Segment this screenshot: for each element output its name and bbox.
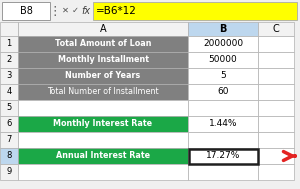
Text: B: B bbox=[219, 24, 227, 34]
Bar bbox=[0, 52, 18, 68]
Bar bbox=[188, 164, 258, 180]
Text: ⋮: ⋮ bbox=[49, 5, 61, 18]
Text: =B6*12: =B6*12 bbox=[96, 6, 137, 16]
Bar bbox=[0, 0, 300, 22]
Text: 5: 5 bbox=[220, 71, 226, 81]
Bar bbox=[0, 22, 18, 36]
Bar bbox=[188, 22, 258, 36]
Bar bbox=[0, 84, 18, 100]
Text: 4: 4 bbox=[6, 88, 12, 97]
Bar bbox=[188, 68, 258, 84]
Text: 1: 1 bbox=[6, 40, 12, 49]
Bar bbox=[258, 68, 294, 84]
Bar bbox=[18, 148, 188, 164]
Text: 5: 5 bbox=[6, 104, 12, 112]
Text: C: C bbox=[273, 24, 279, 34]
Text: Annual Interest Rate: Annual Interest Rate bbox=[56, 152, 150, 160]
Text: B8: B8 bbox=[20, 6, 32, 16]
Bar bbox=[258, 100, 294, 116]
Bar bbox=[0, 132, 18, 148]
Bar bbox=[0, 116, 18, 132]
Bar bbox=[0, 148, 18, 164]
Bar bbox=[18, 132, 188, 148]
Bar bbox=[18, 84, 188, 100]
Bar bbox=[18, 22, 188, 36]
Bar bbox=[188, 116, 258, 132]
Bar bbox=[258, 52, 294, 68]
Text: ✓: ✓ bbox=[71, 6, 79, 15]
Text: 17.27%: 17.27% bbox=[206, 152, 240, 160]
Bar bbox=[258, 116, 294, 132]
Bar bbox=[258, 132, 294, 148]
Text: Total Number of Installment: Total Number of Installment bbox=[47, 88, 159, 97]
Text: Number of Years: Number of Years bbox=[65, 71, 141, 81]
Text: 2: 2 bbox=[6, 56, 12, 64]
Bar bbox=[18, 52, 188, 68]
Text: 6: 6 bbox=[6, 119, 12, 129]
Text: 3: 3 bbox=[6, 71, 12, 81]
Text: 50000: 50000 bbox=[208, 56, 237, 64]
Text: 2000000: 2000000 bbox=[203, 40, 243, 49]
Text: Total Amount of Loan: Total Amount of Loan bbox=[55, 40, 151, 49]
Bar bbox=[2, 2, 50, 20]
Bar bbox=[258, 164, 294, 180]
Text: 7: 7 bbox=[6, 136, 12, 145]
Bar bbox=[188, 100, 258, 116]
Text: 9: 9 bbox=[6, 167, 12, 177]
Bar bbox=[18, 68, 188, 84]
Bar bbox=[0, 68, 18, 84]
Bar bbox=[18, 36, 188, 52]
Bar bbox=[188, 36, 258, 52]
Bar bbox=[258, 36, 294, 52]
Text: Monthly Installment: Monthly Installment bbox=[58, 56, 148, 64]
Bar bbox=[188, 132, 258, 148]
Text: ✕: ✕ bbox=[61, 6, 68, 15]
Bar bbox=[0, 164, 18, 180]
Bar bbox=[188, 148, 258, 164]
Bar bbox=[188, 84, 258, 100]
Bar bbox=[93, 2, 297, 20]
Bar bbox=[18, 100, 188, 116]
Bar bbox=[188, 149, 257, 163]
Bar bbox=[188, 52, 258, 68]
Bar bbox=[0, 36, 18, 52]
Text: 1.44%: 1.44% bbox=[209, 119, 237, 129]
Bar bbox=[258, 84, 294, 100]
Bar bbox=[0, 100, 18, 116]
Text: Monthly Interest Rate: Monthly Interest Rate bbox=[53, 119, 153, 129]
Bar bbox=[258, 22, 294, 36]
Bar bbox=[18, 164, 188, 180]
Text: 60: 60 bbox=[217, 88, 229, 97]
Text: 8: 8 bbox=[6, 152, 12, 160]
Bar bbox=[258, 148, 294, 164]
Text: fx: fx bbox=[81, 6, 91, 16]
Text: A: A bbox=[100, 24, 106, 34]
Bar bbox=[18, 116, 188, 132]
